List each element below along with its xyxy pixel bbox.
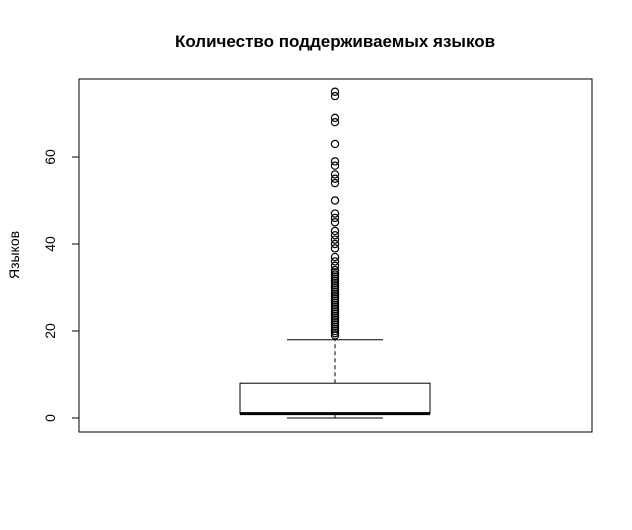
plot-frame xyxy=(78,78,593,433)
outlier-point-46 xyxy=(330,161,340,170)
outlier-point-16 xyxy=(330,296,340,305)
outlier-point-3 xyxy=(330,324,340,334)
outlier-point-43 xyxy=(330,178,340,188)
outlier-point-31 xyxy=(330,261,340,270)
outlier-point-40 xyxy=(330,213,340,223)
y-tick-label-20: 20 xyxy=(42,323,58,339)
outlier-point-37 xyxy=(330,231,340,240)
outlier-point-27 xyxy=(330,272,340,281)
outlier-point-6 xyxy=(330,318,340,327)
outlier-point-47 xyxy=(330,157,340,166)
outlier-point-49 xyxy=(330,117,340,127)
outlier-point-24 xyxy=(330,278,340,288)
outlier-point-7 xyxy=(330,315,340,325)
outlier-point-38 xyxy=(330,226,340,236)
outlier-point-15 xyxy=(330,298,340,307)
chart-title: Количество поддерживаемых языков xyxy=(175,32,495,51)
outlier-point-9 xyxy=(330,311,340,320)
outlier-point-14 xyxy=(330,300,340,310)
outlier-point-50 xyxy=(330,113,340,123)
outlier-point-21 xyxy=(330,285,340,294)
outlier-point-34 xyxy=(330,244,340,253)
outlier-point-2 xyxy=(330,326,340,336)
outlier-point-29 xyxy=(330,268,340,277)
iqr-box xyxy=(239,382,431,415)
y-axis-label: Языков xyxy=(6,231,22,279)
y-tick-label-0: 0 xyxy=(42,414,58,422)
box-plot xyxy=(239,339,431,419)
y-tick-label-40: 40 xyxy=(42,236,58,252)
outlier-point-19 xyxy=(330,289,340,299)
outlier-point-28 xyxy=(330,270,340,279)
outlier-point-22 xyxy=(330,283,340,292)
outlier-point-8 xyxy=(330,313,340,323)
outlier-point-39 xyxy=(330,218,340,227)
outlier-point-51 xyxy=(330,91,340,101)
outlier-point-1 xyxy=(330,328,340,338)
outlier-point-18 xyxy=(330,292,340,301)
outlier-point-23 xyxy=(330,281,340,290)
outlier-point-13 xyxy=(330,302,340,312)
outlier-point-17 xyxy=(330,294,340,303)
outlier-point-11 xyxy=(330,307,340,316)
outlier-point-44 xyxy=(330,174,340,183)
outlier-point-32 xyxy=(330,257,340,266)
outlier-point-12 xyxy=(330,305,340,314)
outlier-point-48 xyxy=(330,139,340,149)
outlier-point-35 xyxy=(330,239,340,249)
outlier-point-36 xyxy=(330,235,340,244)
outlier-point-42 xyxy=(330,196,340,205)
outlier-point-5 xyxy=(330,320,340,329)
outlier-point-10 xyxy=(330,309,340,318)
outlier-point-52 xyxy=(330,87,340,96)
y-tick-label-60: 60 xyxy=(42,149,58,165)
outlier-point-30 xyxy=(330,265,340,275)
outlier-point-33 xyxy=(330,252,340,262)
outlier-point-41 xyxy=(330,209,340,218)
outlier-point-45 xyxy=(330,170,340,179)
outlier-point-0 xyxy=(330,331,340,340)
outlier-point-20 xyxy=(330,287,340,297)
outlier-points xyxy=(330,87,340,340)
outlier-point-4 xyxy=(330,322,340,331)
y-axis: 0 20 40 60 xyxy=(42,149,80,422)
outlier-point-25 xyxy=(330,276,340,286)
outlier-point-26 xyxy=(330,274,340,283)
